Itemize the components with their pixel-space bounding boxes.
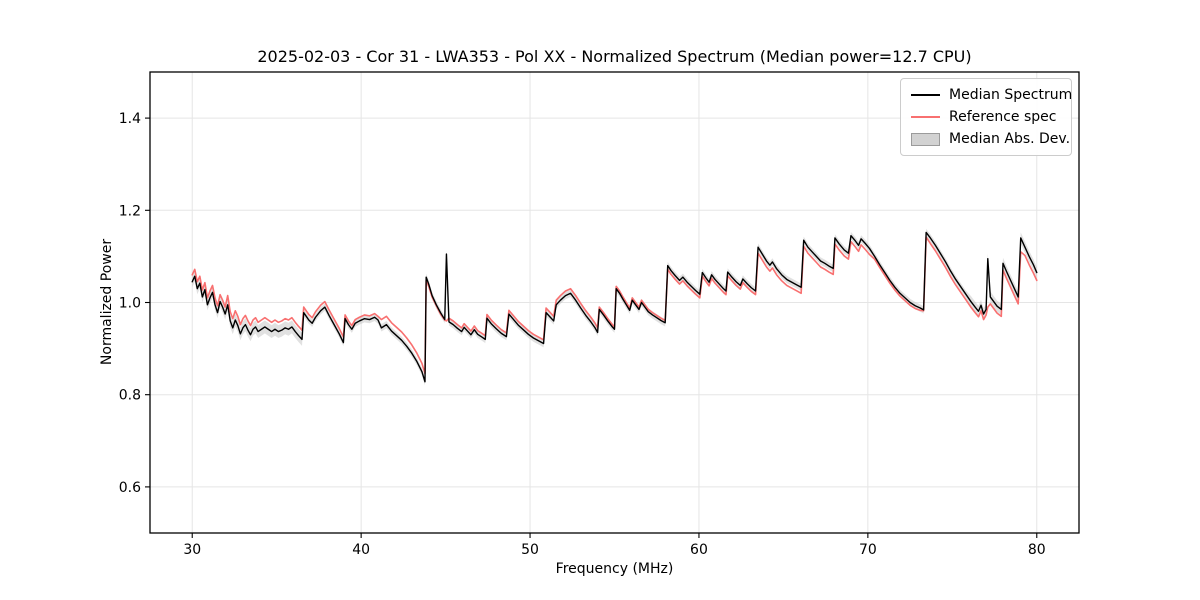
svg-text:80: 80	[1028, 542, 1046, 558]
svg-text:0.6: 0.6	[119, 480, 141, 496]
x-axis-label: Frequency (MHz)	[555, 561, 674, 577]
svg-text:1.0: 1.0	[119, 296, 141, 312]
legend: Median Spectrum Reference spec Median Ab…	[900, 78, 1072, 156]
svg-text:1.4: 1.4	[119, 111, 141, 127]
reference-spec-line-swatch	[911, 116, 940, 118]
median-spectrum-line-swatch	[911, 94, 940, 96]
spectrum-lines	[191, 231, 1038, 383]
legend-item-median-abs-dev: Median Abs. Dev.	[911, 131, 1070, 147]
svg-text:50: 50	[521, 542, 539, 558]
chart-title: 2025-02-03 - Cor 31 - LWA353 - Pol XX - …	[257, 47, 972, 66]
svg-text:1.2: 1.2	[119, 203, 141, 219]
svg-text:30: 30	[183, 542, 201, 558]
legend-item-reference-spec: Reference spec	[911, 109, 1061, 125]
legend-item-median-spectrum: Median Spectrum	[911, 87, 1072, 103]
axis-ticks: 30 40 50 60 70 80 0.6 0.8 1.0 1.2 1.4	[119, 111, 1046, 558]
legend-label: Reference spec	[949, 109, 1057, 125]
median-abs-dev-patch-swatch	[911, 132, 940, 146]
legend-label: Median Spectrum	[949, 87, 1073, 103]
svg-text:60: 60	[690, 542, 708, 558]
svg-text:70: 70	[859, 542, 877, 558]
svg-text:0.8: 0.8	[119, 388, 141, 404]
legend-label: Median Abs. Dev.	[949, 131, 1071, 147]
y-axis-label: Normalized Power	[99, 238, 115, 366]
svg-text:40: 40	[352, 542, 370, 558]
